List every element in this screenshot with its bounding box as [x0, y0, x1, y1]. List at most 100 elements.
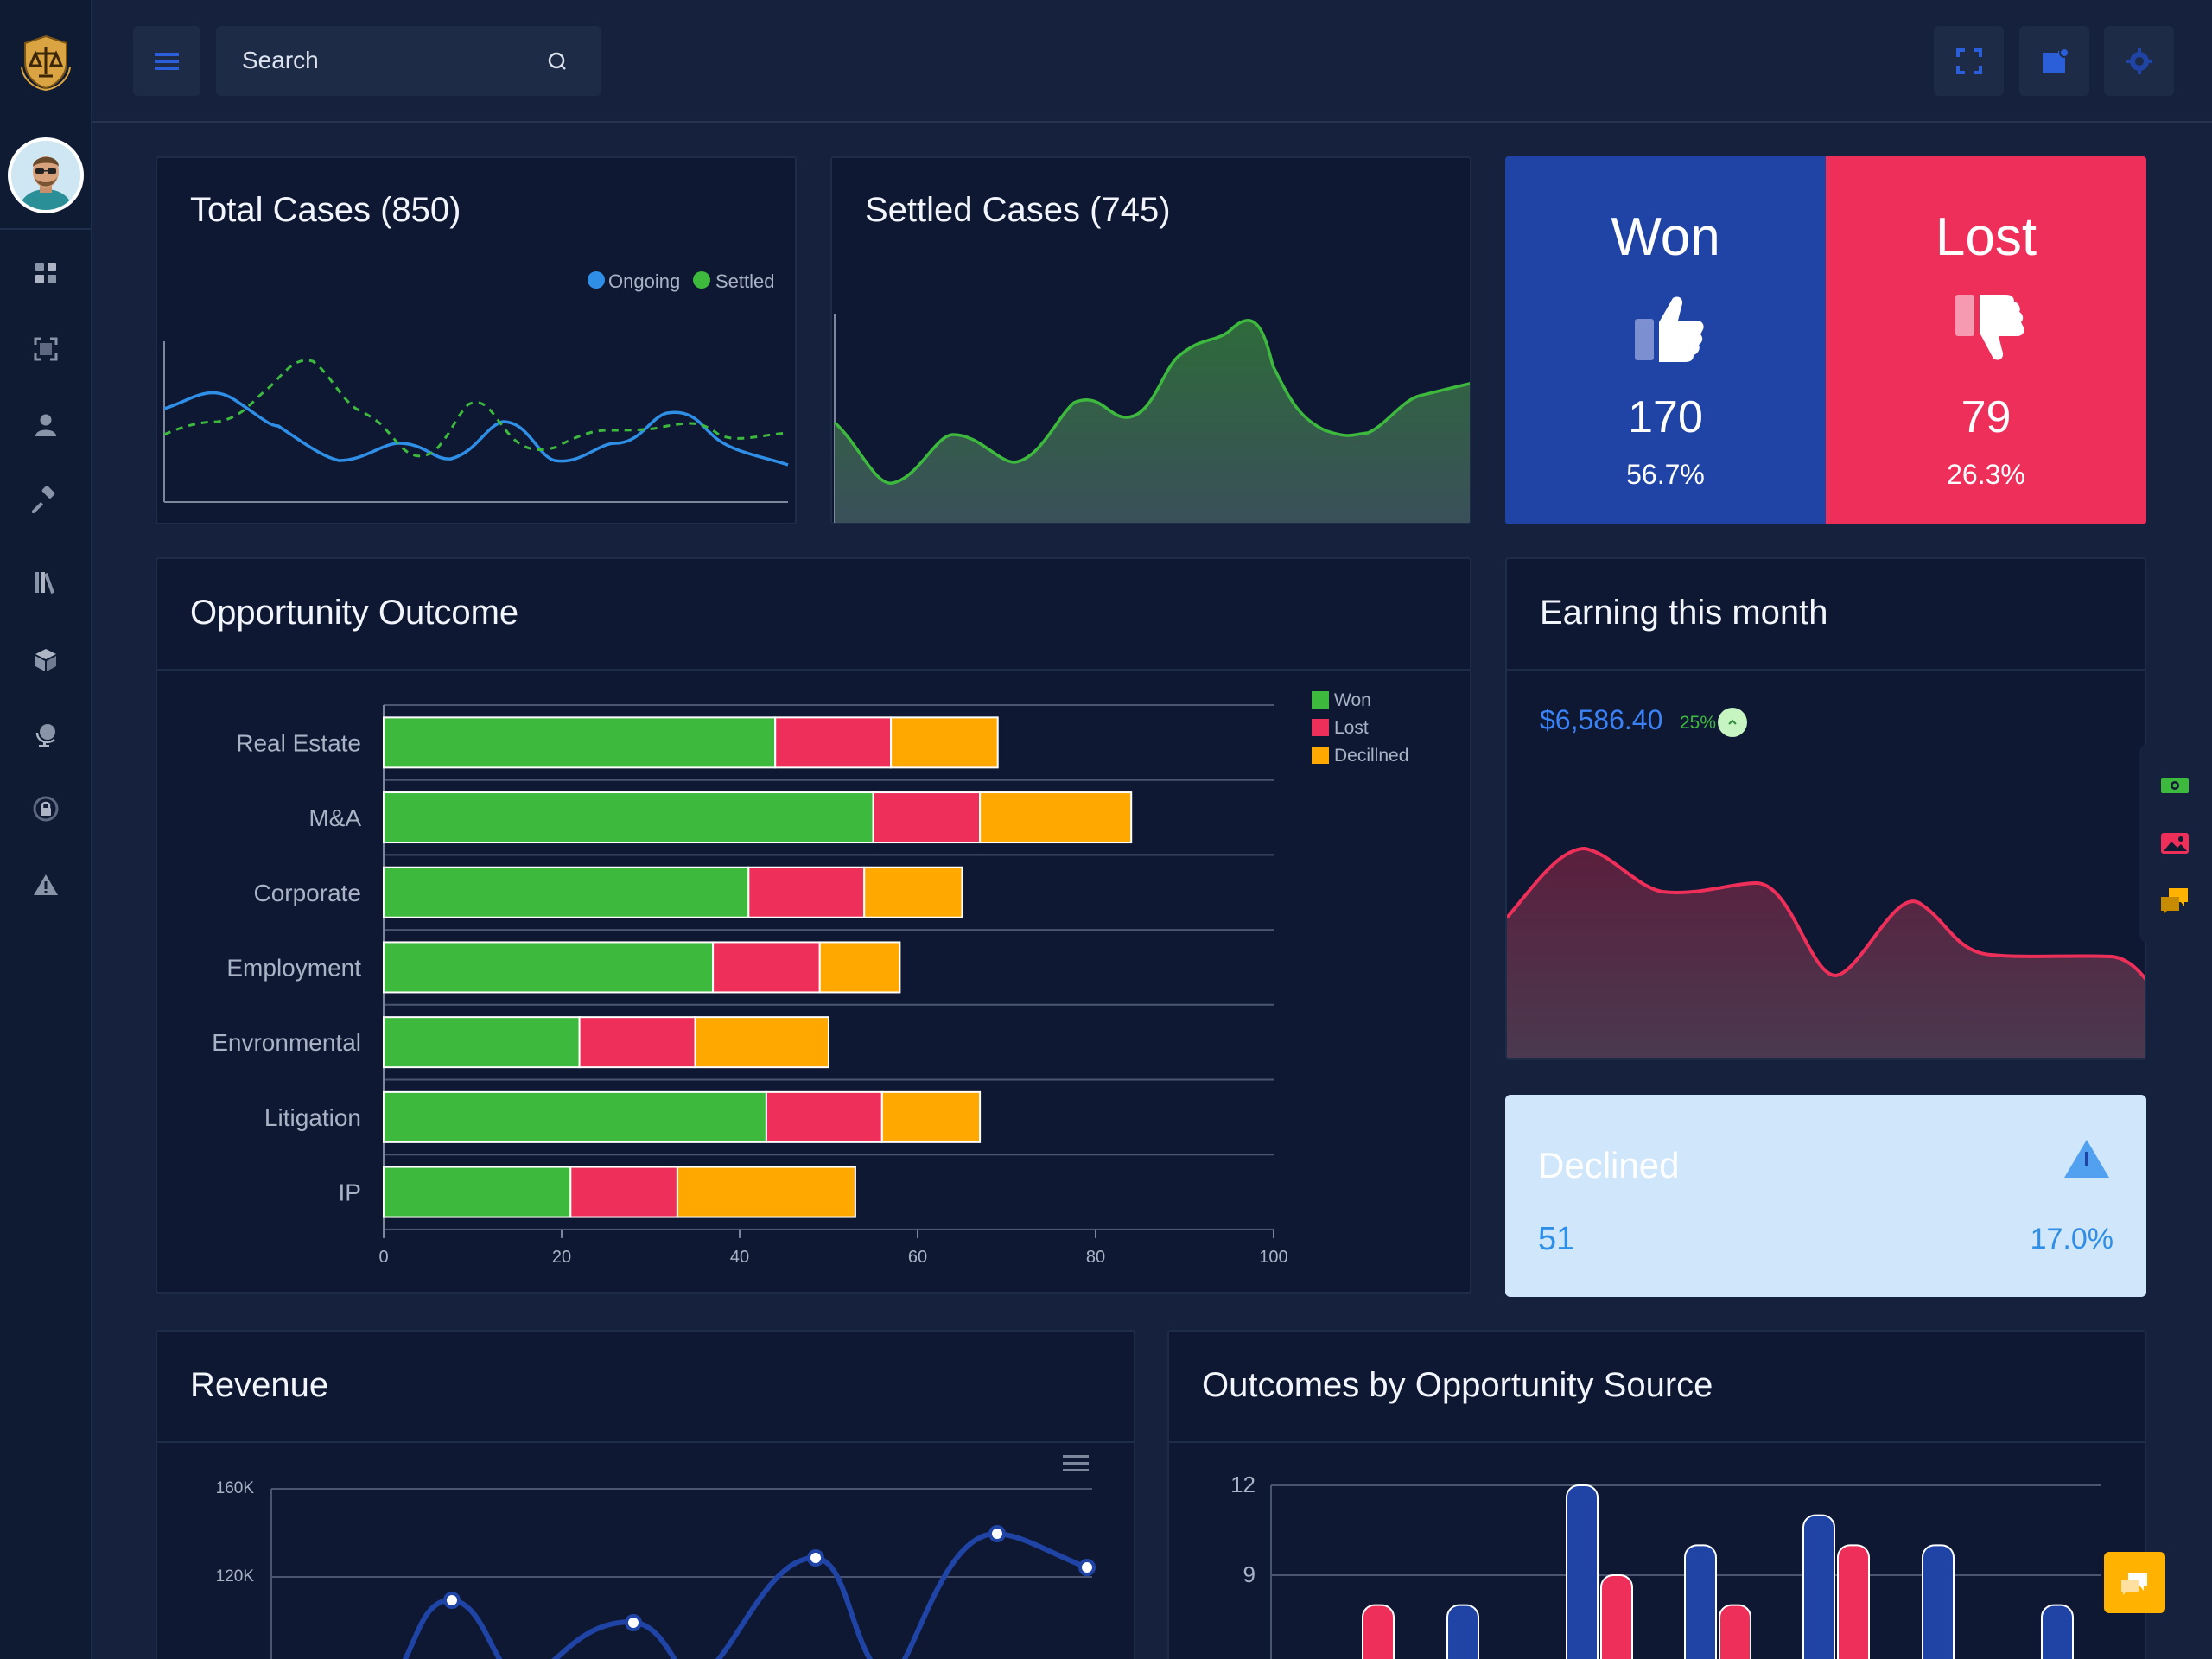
legend-settled-label: Settled	[715, 270, 775, 292]
bar-decillned	[694, 1016, 830, 1069]
dashboard-icon[interactable]	[29, 256, 63, 290]
declined-title: Declined	[1538, 1145, 1680, 1185]
won-count: 170	[1628, 392, 1703, 442]
bar-lost	[747, 866, 866, 918]
chart-menu-icon[interactable]	[1063, 1452, 1089, 1473]
thumbs-up-icon	[1505, 295, 1826, 372]
bar	[1446, 1604, 1479, 1659]
y-tick-label: 12	[1230, 1471, 1255, 1497]
bar-decillned	[890, 716, 999, 769]
user-icon[interactable]	[29, 408, 63, 442]
earning-card: Earning this month $6,586.40 25%	[1505, 557, 2146, 1060]
card-divider	[157, 1441, 1134, 1443]
card-divider	[1507, 669, 2145, 671]
card-divider	[1169, 1441, 2145, 1443]
bar-decillned	[863, 866, 963, 918]
x-tick-label: 80	[1086, 1248, 1105, 1267]
fullscreen-button[interactable]	[1934, 26, 2004, 96]
x-tick-label: 40	[730, 1248, 749, 1267]
declined-card: Declined 51 17.0%	[1505, 1095, 2146, 1297]
chat-icon	[2120, 1572, 2147, 1595]
category-label: IP	[339, 1179, 361, 1206]
data-point	[988, 1525, 1006, 1542]
bar-decillned	[676, 1166, 856, 1218]
bar-decillned	[818, 941, 901, 994]
bar-won	[383, 1016, 581, 1069]
bar	[1922, 1544, 1955, 1659]
x-tick-label: 0	[378, 1248, 388, 1267]
bar	[1802, 1514, 1835, 1659]
gavel-icon[interactable]	[29, 482, 63, 517]
image-icon[interactable]	[2158, 827, 2191, 860]
right-quick-tab	[2139, 745, 2212, 942]
legend-marker	[1312, 747, 1329, 764]
settings-button[interactable]	[2104, 26, 2174, 96]
card-title: Total Cases (850)	[190, 191, 461, 229]
bar	[2041, 1604, 2074, 1659]
settled-area-fill	[835, 320, 1470, 523]
search-icon[interactable]	[544, 48, 570, 74]
notification-button[interactable]	[2019, 26, 2089, 96]
y-tick-label: 9	[1243, 1561, 1255, 1587]
total-cases-card: Total Cases (850) Ongoing Settled	[156, 156, 797, 524]
bar	[1566, 1484, 1599, 1659]
x-tick-label: 20	[552, 1248, 571, 1267]
settings-icon	[2126, 48, 2152, 74]
logo-icon[interactable]	[16, 33, 75, 92]
sidebar-divider	[0, 228, 92, 230]
bar	[1684, 1544, 1717, 1659]
card-title: Revenue	[190, 1366, 329, 1404]
settled-cases-card: Settled Cases (745)	[830, 156, 1471, 524]
menu-button[interactable]	[133, 26, 200, 96]
category-label: Corporate	[253, 880, 361, 906]
legend-marker	[1312, 719, 1329, 736]
settled-cases-chart	[833, 314, 1470, 523]
warning-icon[interactable]	[29, 868, 63, 902]
library-icon[interactable]	[29, 565, 63, 600]
data-point	[1078, 1559, 1096, 1576]
opportunity-outcome-card: Opportunity Outcome 0 20 40 60 80 100 Real Est…	[156, 557, 1471, 1294]
total-cases-chart: Ongoing Settled	[163, 270, 789, 503]
chat-button[interactable]	[2104, 1552, 2165, 1613]
search-box	[216, 26, 601, 96]
globe-icon[interactable]	[29, 717, 63, 752]
lock-icon[interactable]	[29, 791, 63, 826]
scan-icon[interactable]	[29, 332, 63, 366]
declined-pct: 17.0%	[2030, 1223, 2113, 1255]
bar-decillned	[979, 791, 1133, 844]
chat-icon[interactable]	[2158, 885, 2191, 918]
avatar[interactable]	[8, 137, 84, 213]
revenue-chart: 160K 120K	[216, 1479, 1096, 1659]
revenue-card: Revenue 160K 120K	[156, 1330, 1135, 1659]
won-panel: Won 170 56.7%	[1505, 156, 1826, 524]
bar	[1837, 1544, 1870, 1659]
won-title: Won	[1611, 207, 1720, 267]
thumbs-down-icon	[1826, 295, 2146, 372]
bar-won	[383, 716, 777, 769]
cube-icon[interactable]	[29, 643, 63, 677]
earning-area-line	[1507, 846, 2145, 981]
bar	[1719, 1604, 1751, 1659]
bar-won	[383, 1090, 767, 1143]
lost-pct: 26.3%	[1947, 459, 2025, 490]
bar	[1600, 1574, 1633, 1659]
legend-ongoing-marker	[588, 271, 605, 289]
lost-panel: Lost 79 26.3%	[1826, 156, 2146, 524]
category-label: Envronmental	[212, 1029, 361, 1056]
y-tick-label: 120K	[216, 1567, 255, 1586]
opportunity-outcome-chart: 0 20 40 60 80 100 Real Estate M&A Corporate Emplo…	[212, 690, 1408, 1267]
search-input[interactable]	[242, 43, 536, 78]
legend-ongoing-label: Ongoing	[608, 270, 680, 292]
earning-amount: $6,586.40	[1540, 704, 1663, 735]
bar-lost	[569, 1166, 678, 1218]
category-label: Real Estate	[236, 729, 361, 756]
bar-won	[383, 1166, 572, 1218]
notification-icon	[2042, 47, 2069, 73]
data-point	[625, 1614, 642, 1631]
y-tick-label: 160K	[216, 1479, 255, 1497]
money-icon[interactable]	[2158, 769, 2191, 802]
ongoing-series-line	[163, 391, 789, 467]
legend-marker	[1312, 691, 1329, 709]
legend-label: Lost	[1334, 718, 1369, 738]
bar-won	[383, 791, 874, 844]
